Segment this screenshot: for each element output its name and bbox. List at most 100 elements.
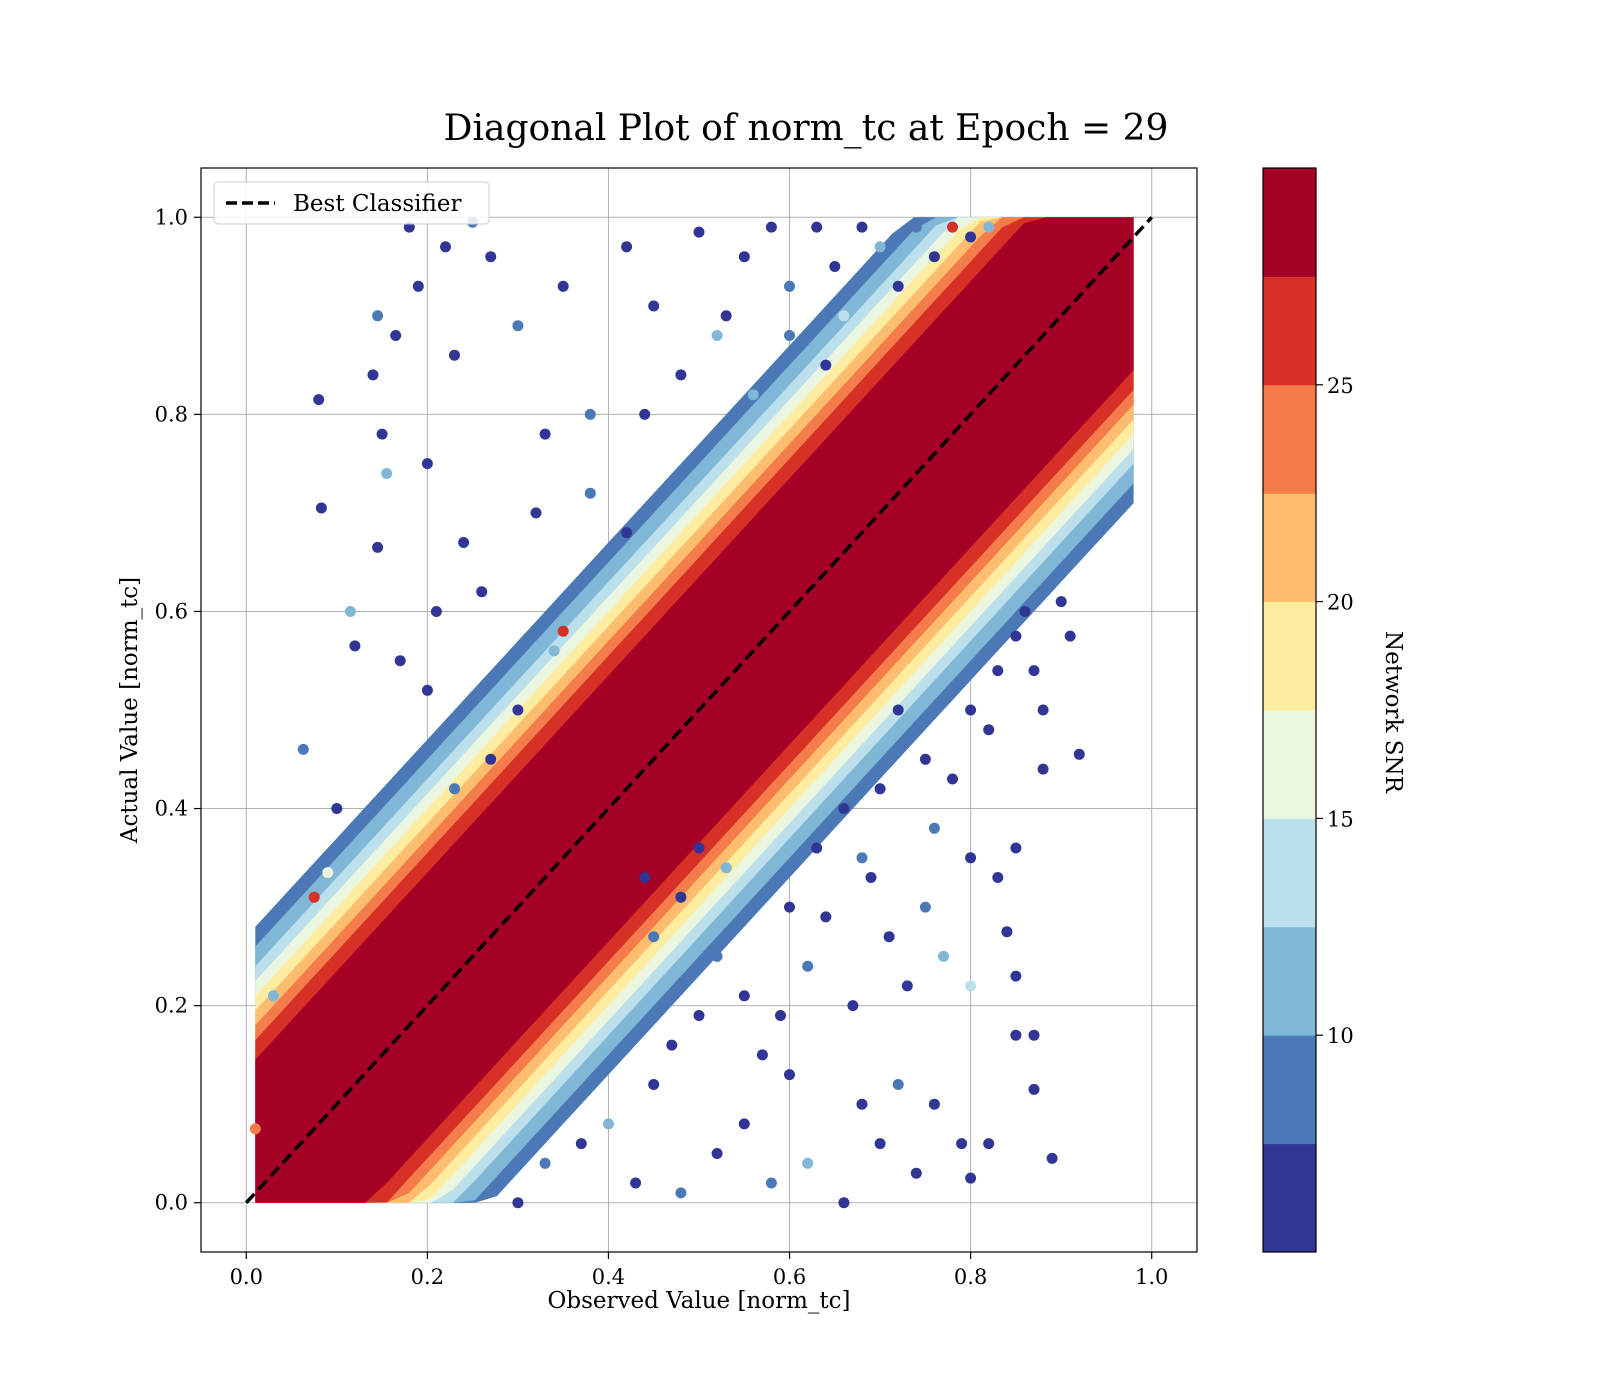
scatter-point: [1010, 1029, 1022, 1041]
scatter-point: [675, 369, 687, 381]
y-axis-label: Actual Value [norm_tc]: [117, 577, 143, 844]
scatter-point: [928, 822, 940, 834]
scatter-point: [412, 280, 424, 292]
scatter-point: [747, 389, 759, 401]
scatter-point: [765, 1177, 777, 1189]
x-tick-label: 0.0: [230, 1265, 263, 1289]
scatter-point: [983, 1138, 995, 1150]
scatter-point: [390, 330, 402, 341]
scatter-point: [965, 980, 977, 992]
reference-line-layer: [244, 216, 1154, 1204]
scatter-point: [1037, 763, 1049, 775]
y-tick-label: 0.2: [155, 994, 188, 1018]
scatter-point: [421, 684, 433, 696]
scatter-point: [919, 753, 931, 765]
scatter-point: [584, 408, 596, 420]
x-tick-label: 0.2: [411, 1265, 444, 1289]
scatter-point: [992, 872, 1004, 883]
data-layer: [249, 216, 1134, 1209]
scatter-point: [802, 960, 814, 972]
scatter-point: [720, 310, 732, 322]
scatter-point: [297, 743, 309, 755]
colorbar-segment: [1263, 1143, 1316, 1253]
scatter-density-band: [255, 217, 1134, 1203]
x-ticks: 0.0 0.2 0.4 0.6 0.8 1.0: [230, 1252, 1168, 1289]
scatter-point: [267, 990, 279, 1002]
x-tick-label: 0.4: [592, 1265, 625, 1289]
colorbar-tick-label: 25: [1327, 374, 1354, 398]
y-tick-label: 0.6: [155, 599, 188, 623]
scatter-point: [992, 665, 1004, 677]
scatter-point: [965, 852, 977, 864]
scatter-point: [344, 606, 356, 617]
scatter-point: [892, 704, 904, 716]
scatter-point: [784, 901, 795, 913]
scatter-point: [648, 1079, 660, 1090]
scatter-point: [1046, 1152, 1058, 1164]
scatter-point: [820, 359, 832, 371]
legend: Best Classifier: [213, 181, 490, 225]
scatter-point: [693, 226, 705, 238]
scatter-point: [874, 1138, 886, 1150]
scatter-point: [928, 1098, 940, 1110]
scatter-point: [829, 261, 841, 272]
scatter-point: [349, 640, 361, 652]
scatter-point: [811, 842, 823, 854]
x-axis-label: Observed Value [norm_tc]: [548, 1288, 851, 1314]
colorbar-segment: [1263, 926, 1316, 1036]
legend-box: [213, 181, 490, 225]
scatter-point: [856, 1098, 868, 1110]
scatter-point: [648, 931, 660, 943]
scatter-point: [802, 1157, 814, 1169]
x-tick-label: 0.6: [773, 1265, 806, 1289]
scatter-point: [965, 231, 977, 243]
scatter-point: [847, 1000, 859, 1012]
scatter-point: [947, 221, 958, 233]
scatter-point: [381, 468, 393, 479]
scatter-point: [648, 300, 660, 312]
scatter-point: [322, 867, 334, 879]
scatter-point: [865, 872, 877, 883]
scatter-point: [1037, 704, 1049, 716]
scatter-point: [874, 241, 886, 253]
scatter-point: [983, 724, 995, 736]
scatter-point: [249, 1123, 261, 1135]
scatter-point: [947, 773, 958, 785]
scatter-point: [775, 1010, 786, 1021]
scatter-point: [603, 1118, 614, 1130]
scatter-point: [512, 1197, 524, 1209]
colorbar-segment: [1263, 276, 1316, 386]
colorbar-ticks: 10 15 20 25: [1316, 374, 1354, 1048]
scatter-point: [838, 1197, 850, 1209]
plot-frame: [200, 167, 1198, 1253]
scatter-point: [512, 320, 524, 332]
scatter-point: [892, 1079, 904, 1090]
colorbar-tick-label: 15: [1327, 807, 1354, 831]
scatter-point: [331, 803, 343, 814]
scatter-point: [983, 221, 995, 233]
scatter-point: [693, 1010, 705, 1021]
scatter-point: [874, 783, 886, 795]
scatter-point: [639, 408, 651, 420]
scatter-point: [575, 1138, 587, 1150]
scatter-point: [720, 862, 732, 874]
colorbar-segment: [1263, 710, 1316, 819]
scatter-point: [621, 527, 633, 539]
scatter-point: [693, 842, 705, 854]
scatter-point: [639, 872, 651, 883]
scatter-point: [394, 655, 406, 667]
colorbar-segment: [1263, 493, 1316, 603]
scatter-point: [883, 931, 895, 943]
scatter-point: [956, 1138, 968, 1150]
scatter-point: [892, 280, 904, 292]
y-tick-label: 0.8: [155, 402, 188, 426]
scatter-point: [372, 310, 384, 322]
scatter-point: [1028, 1029, 1040, 1041]
scatter-point: [430, 606, 442, 617]
scatter-point: [458, 537, 470, 548]
scatter-point: [557, 625, 569, 637]
colorbar: [1262, 167, 1317, 1253]
scatter-point: [756, 1049, 768, 1061]
scatter-point: [965, 1172, 977, 1184]
